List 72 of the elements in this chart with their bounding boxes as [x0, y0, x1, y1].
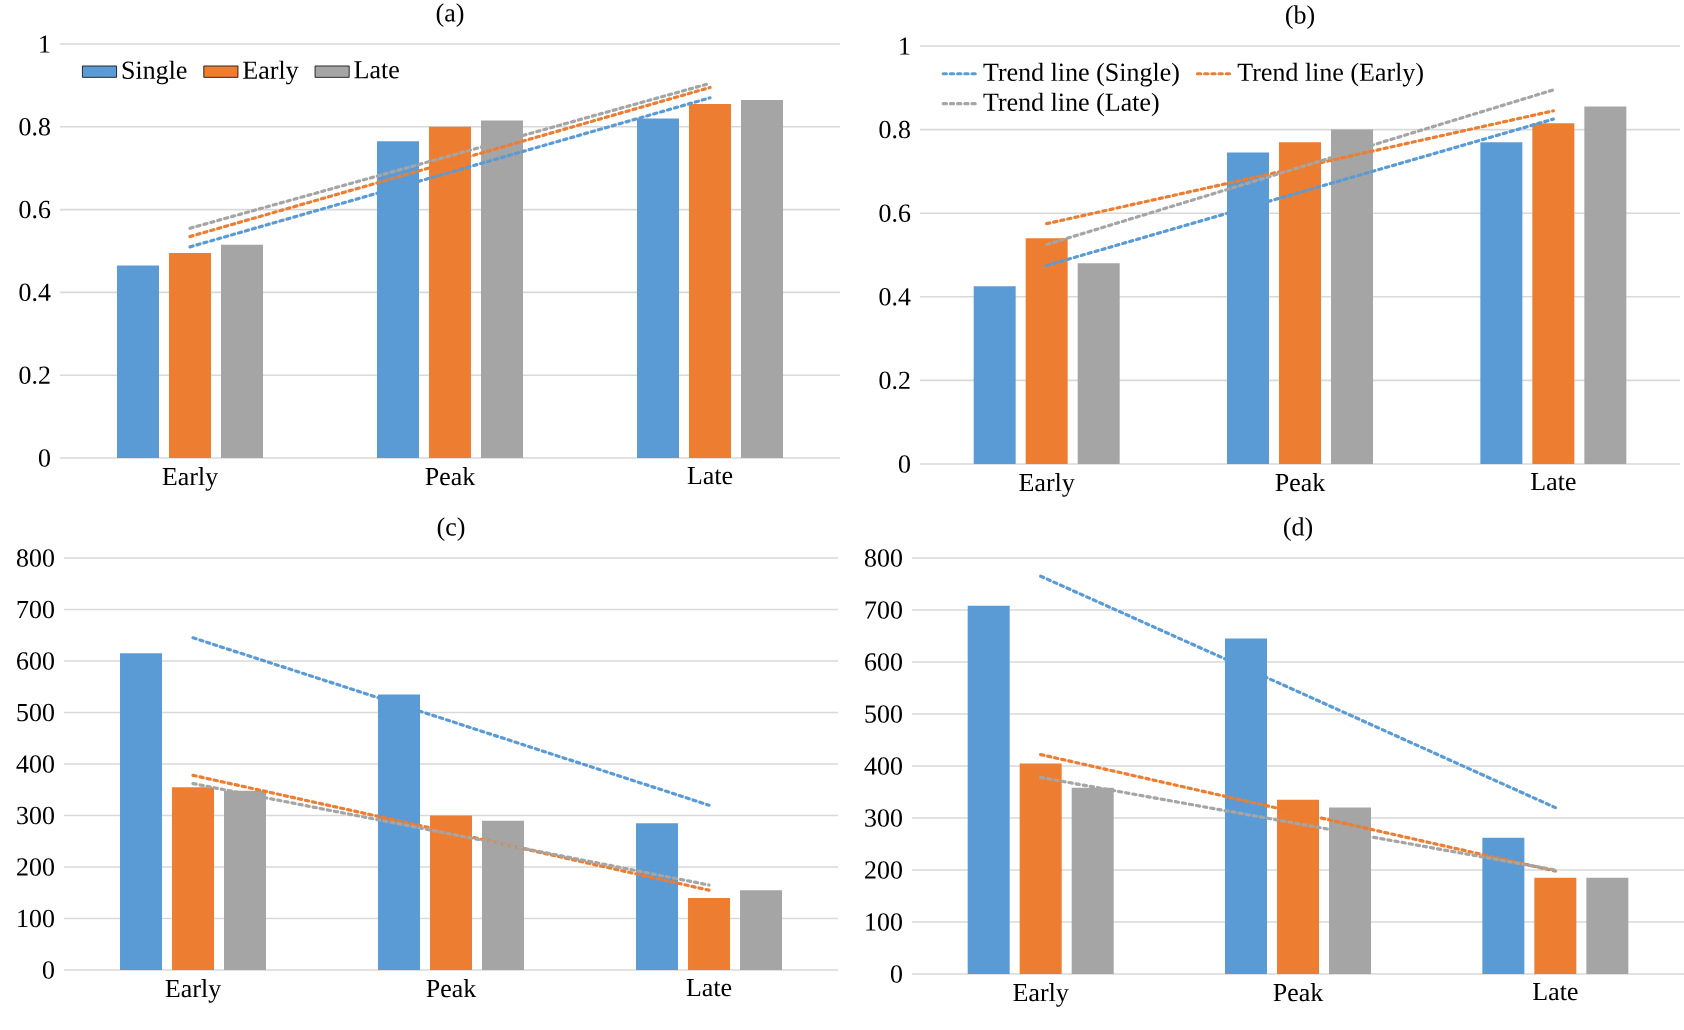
y-tick-label: 400 [16, 755, 54, 773]
x-tick-label: Early [1013, 983, 1069, 1007]
y-tick-label: 0.6 [879, 204, 911, 223]
bar [1482, 837, 1525, 975]
bar [172, 787, 215, 970]
legend-label: Trend line (Early) [1237, 62, 1423, 87]
bar [973, 286, 1016, 465]
y-tick-label: 0.6 [19, 200, 51, 219]
y-tick-label: 0.2 [19, 366, 50, 385]
y-tick-label: 600 [17, 652, 54, 670]
y-tick-label: 500 [865, 705, 902, 723]
bar [967, 605, 1010, 975]
y-tick-label: 100 [18, 909, 54, 928]
bar [740, 890, 783, 970]
y-tick-label: 600 [865, 653, 902, 671]
bar [1532, 123, 1575, 465]
bar [169, 253, 212, 459]
y-tick-label: 400 [864, 757, 902, 775]
y-tick-label: 0 [898, 455, 910, 473]
x-tick-label: Early [165, 979, 222, 1003]
chart-title: (c) [437, 517, 465, 541]
bar [741, 99, 784, 459]
bar [689, 104, 732, 459]
chart-title: (a) [436, 3, 464, 27]
y-tick-label: 800 [16, 549, 54, 567]
bar [1584, 106, 1627, 465]
bar [221, 244, 264, 459]
x-tick-label: Early [162, 467, 219, 491]
chart-title: (b) [1285, 5, 1315, 29]
legend-label: Early [243, 60, 299, 85]
legend-label: Single [122, 60, 187, 85]
bar [1586, 877, 1629, 975]
legend-label: Trend line (Late) [983, 92, 1159, 117]
y-tick-label: 200 [865, 861, 902, 879]
y-tick-label: 200 [17, 858, 54, 876]
y-tick-label: 0.8 [19, 117, 50, 136]
bar [1019, 763, 1062, 975]
y-tick-label: 800 [864, 549, 902, 567]
y-tick-label: 0.4 [19, 283, 51, 302]
x-tick-label: Late [1531, 473, 1576, 491]
x-tick-label: Peak [425, 467, 476, 486]
y-tick-label: 0.2 [879, 371, 910, 390]
y-tick-label: 0 [890, 965, 902, 983]
chart-title: (d) [1283, 517, 1313, 541]
bar [120, 653, 163, 970]
y-tick-label: 1 [900, 37, 910, 55]
x-tick-label: Peak [1273, 983, 1324, 1002]
legend-label: Late [354, 61, 399, 79]
legend-label: Trend line (Single) [983, 62, 1179, 87]
y-tick-label: 700 [17, 600, 54, 619]
y-tick-label: 100 [866, 913, 902, 931]
y-tick-label: 0.4 [879, 287, 911, 306]
x-tick-label: Peak [1275, 473, 1326, 492]
x-tick-label: Late [1533, 983, 1578, 1001]
bar [1077, 263, 1120, 465]
x-tick-label: Late [686, 979, 732, 997]
y-tick-label: 300 [17, 806, 54, 825]
bar [1534, 877, 1577, 975]
y-tick-label: 500 [17, 703, 54, 722]
bar [636, 823, 679, 970]
y-tick-label: 0 [38, 449, 50, 467]
x-tick-label: Peak [426, 979, 477, 998]
x-tick-label: Early [1019, 473, 1075, 497]
y-tick-label: 700 [865, 601, 902, 619]
x-tick-label: Late [687, 467, 733, 485]
y-tick-label: 1 [40, 35, 50, 53]
bar [688, 897, 731, 970]
y-tick-label: 0 [42, 961, 54, 979]
bar [117, 265, 160, 459]
bar [1025, 238, 1068, 465]
y-tick-label: 300 [865, 809, 902, 827]
y-tick-label: 0.8 [879, 120, 910, 139]
